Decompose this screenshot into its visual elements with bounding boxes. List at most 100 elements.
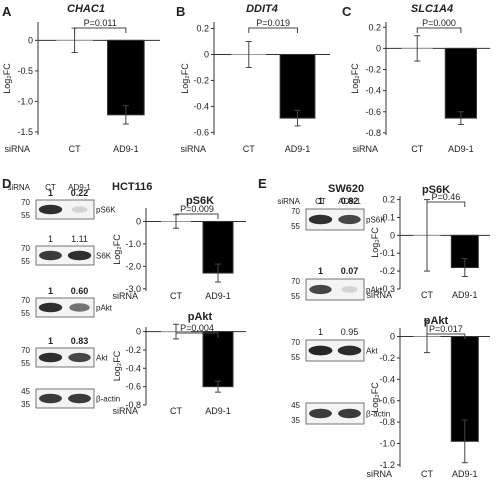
siRNA-label: siRNA: [366, 290, 392, 300]
y-tick-label: -0.4: [379, 374, 395, 384]
blot-strip-actin: β-actin 45 35: [21, 387, 120, 409]
lane-label: AD9-1: [338, 197, 361, 206]
p-value: P=0.004: [180, 323, 214, 333]
protein-label: β-actin: [366, 410, 390, 419]
panel-label-e: E: [258, 176, 267, 191]
y-tick-label: -0.6: [379, 396, 395, 406]
band: [68, 352, 91, 363]
panel-label-c: C: [342, 4, 352, 19]
significance-bracket: [426, 201, 466, 207]
mw-marker: 35: [21, 400, 30, 409]
band: [71, 206, 88, 213]
y-tick-label: -0.4: [365, 86, 381, 96]
mw-marker: 70: [21, 296, 30, 305]
y-tick-label: -0.2: [379, 266, 395, 276]
siRNA-label: siRNA: [366, 469, 392, 479]
significance-bracket: [74, 27, 127, 33]
y-tick-label: -0.6: [193, 127, 209, 137]
y-tick-label: 0.1: [382, 212, 395, 222]
chart-title: CHAC1: [67, 3, 105, 15]
mw-marker: 55: [21, 211, 30, 220]
blot-strip-actin: β-actin 45 35: [291, 401, 390, 425]
p-value: P=0.009: [180, 204, 214, 214]
blot-strip-pakt: pAkt 70 55 1 0.60: [21, 286, 113, 318]
western-blots: siRNA CT AD9-1 pS6K 70 55 1 0.22 S6K 70 55 1 1.11 pAk…: [7, 183, 390, 425]
chart-title: pAkt: [424, 315, 449, 327]
y-axis-label: Log₂FC: [2, 63, 12, 94]
mw-marker: 35: [291, 416, 300, 425]
y-tick-label: -1.0: [125, 239, 141, 249]
y-axis-label: Log₂FC: [370, 227, 380, 258]
density-ratio: 0.07: [341, 266, 359, 276]
y-tick-label: -0.3: [379, 284, 395, 294]
category-label: CT: [170, 406, 182, 416]
y-tick-label: -3.0: [125, 284, 141, 294]
y-axis-label: Log₂FC: [370, 382, 380, 413]
y-tick-label: 0.2: [368, 22, 381, 32]
cell-line-title-sw620: SW620: [328, 183, 364, 195]
density-ratio: 0.95: [341, 327, 359, 337]
category-label: CT: [421, 469, 433, 479]
y-tick-label: -0.5: [17, 66, 33, 76]
blot-strip-akt: Akt 70 55 1 0.83: [21, 336, 108, 368]
density-ratio: 1.11: [71, 234, 88, 244]
chart-d-pakt: 0 -0.2 -0.4 -0.6 -0.8 Log₂FC pAkt CT AD9-1 siRNA P…: [112, 311, 246, 416]
y-tick-label: -0.1: [379, 248, 395, 258]
protein-label: S6K: [96, 252, 112, 261]
blot-strip-pakt: pAkt 70 55 1 0.07: [291, 266, 383, 301]
siRNA-label: siRNA: [112, 291, 138, 301]
band: [69, 303, 90, 312]
bar-ad9-1: [107, 39, 145, 116]
density-ratio: 1: [48, 234, 53, 244]
density-ratio: 0.60: [71, 286, 89, 296]
significance-bracket: [426, 333, 466, 339]
protein-label: pAkt: [96, 304, 113, 313]
band: [38, 302, 63, 313]
band: [338, 214, 361, 225]
chart-title: pS6K: [186, 195, 214, 207]
significance-bracket: [416, 27, 462, 33]
mw-marker: 70: [21, 244, 30, 253]
chart-b-ddit4: 0.2 0 -0.2 -0.4 -0.6 Log₂FC DDIT4 CT AD9-1 siRNA P…: [180, 3, 330, 154]
y-tick-label: 0: [390, 230, 395, 240]
lane-label: CT: [45, 183, 56, 192]
category-label: CT: [421, 290, 433, 300]
band: [309, 408, 332, 419]
bar-ad9-1: [444, 47, 477, 119]
y-axis-label: Log₂FC: [180, 63, 190, 94]
p-value: P=0.000: [422, 18, 456, 28]
mw-marker: 55: [291, 353, 300, 362]
category-label: AD9-1: [113, 144, 139, 154]
blot-strip-ps6k: pS6K 70 55 1 0.82: [291, 196, 386, 231]
density-ratio: 1: [48, 286, 53, 296]
category-label: AD9-1: [205, 406, 231, 416]
p-value: P=0.017: [429, 324, 463, 334]
category-label: AD9-1: [452, 469, 478, 479]
mw-marker: 70: [291, 338, 300, 347]
density-ratio: 1: [318, 266, 323, 276]
y-tick-label: -0.2: [379, 353, 395, 363]
density-ratio: 1: [318, 196, 323, 206]
y-tick-label: -0.4: [125, 363, 141, 373]
p-value: P=0.019: [256, 18, 290, 28]
chart-title: DDIT4: [246, 3, 278, 15]
mw-marker: 70: [21, 346, 30, 355]
protein-label: β-actin: [96, 395, 120, 404]
band: [338, 408, 361, 419]
lane-label: AD9-1: [68, 183, 91, 192]
mw-marker: 55: [21, 359, 30, 368]
band: [39, 393, 62, 404]
density-ratio: 0.22: [71, 188, 89, 198]
y-tick-label: -2.0: [125, 261, 141, 271]
y-tick-label: 0: [136, 216, 141, 226]
chart-a-chac1: 0 -0.5 -1.0 -1.5 Log₂FC CHAC1 CT AD9-1 siRNA P=0.…: [2, 3, 160, 154]
protein-label: pAkt: [366, 286, 383, 295]
y-tick-label: -1.2: [379, 460, 395, 470]
chart-title: pS6K: [422, 184, 450, 196]
protein-label: Akt: [96, 354, 108, 363]
protein-label: pS6K: [366, 216, 386, 225]
significance-bracket: [175, 332, 219, 338]
density-ratio: 0.82: [341, 196, 359, 206]
density-ratio: 0.83: [71, 336, 89, 346]
